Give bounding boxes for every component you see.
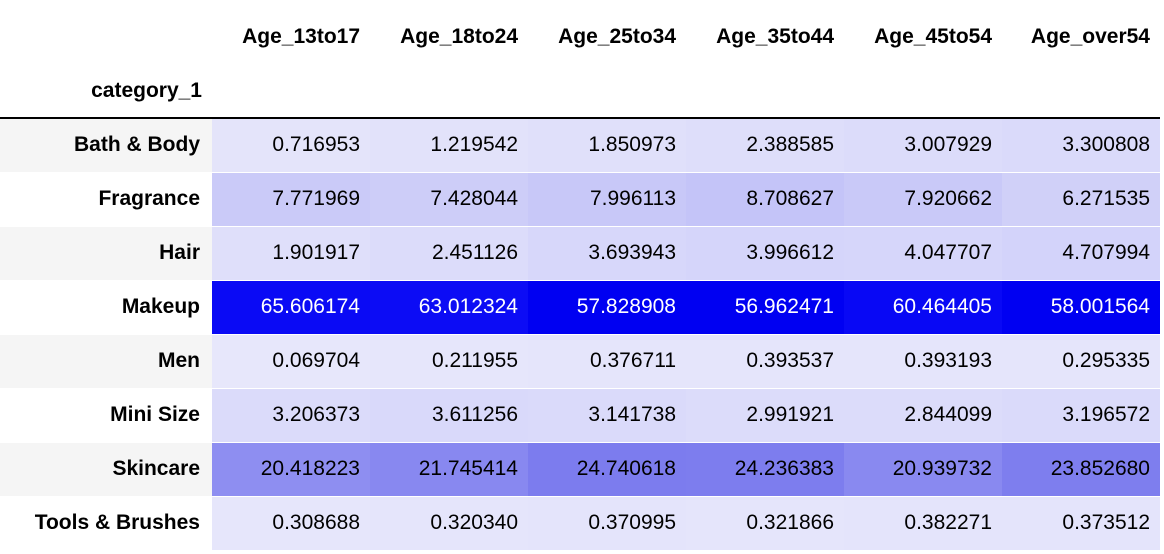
table-cell: 0.320340 [370,495,528,551]
table-cell: 1.850973 [528,117,686,173]
table-cell: 0.376711 [528,333,686,389]
row-label: Tools & Brushes [0,495,212,551]
table-cell: 3.196572 [1002,387,1160,443]
table-cell: 0.321866 [686,495,844,551]
table-cell: 24.740618 [528,441,686,497]
table-row: Tools & Brushes 0.308688 0.320340 0.3709… [0,495,1160,551]
table-cell: 3.996612 [686,225,844,281]
table-cell: 3.611256 [370,387,528,443]
table-cell: 0.393537 [686,333,844,389]
table-cell: 3.693943 [528,225,686,281]
table-cell: 1.901917 [212,225,370,281]
table-cell: 20.939732 [844,441,1002,497]
table-cell: 3.300808 [1002,117,1160,173]
table-cell: 0.382271 [844,495,1002,551]
table-cell: 58.001564 [1002,279,1160,335]
table-cell: 65.606174 [212,279,370,335]
table-row: Bath & Body 0.716953 1.219542 1.850973 2… [0,117,1160,173]
table-cell: 0.308688 [212,495,370,551]
table-cell: 3.141738 [528,387,686,443]
table-cell: 3.206373 [212,387,370,443]
table-row: Makeup 65.606174 63.012324 57.828908 56.… [0,279,1160,335]
table-cell: 57.828908 [528,279,686,335]
table-row: Fragrance 7.771969 7.428044 7.996113 8.7… [0,171,1160,227]
table-row: Skincare 20.418223 21.745414 24.740618 2… [0,441,1160,497]
index-name-row: category_1 [0,64,1160,119]
table-cell: 56.962471 [686,279,844,335]
column-header: Age_18to24 [400,25,518,48]
table-cell: 4.707994 [1002,225,1160,281]
table-row: Mini Size 3.206373 3.611256 3.141738 2.9… [0,387,1160,443]
table-cell: 60.464405 [844,279,1002,335]
corner-cell [0,10,212,64]
table-cell: 0.716953 [212,117,370,173]
table-cell: 0.295335 [1002,333,1160,389]
table-cell: 23.852680 [1002,441,1160,497]
column-header: Age_13to17 [242,25,360,48]
table-cell: 7.996113 [528,171,686,227]
table-row: Hair 1.901917 2.451126 3.693943 3.996612… [0,225,1160,281]
index-name: category_1 [0,64,212,119]
table-cell: 24.236383 [686,441,844,497]
row-label: Skincare [0,441,212,497]
table-cell: 2.451126 [370,225,528,281]
column-header: Age_35to44 [716,25,834,48]
table-row: Men 0.069704 0.211955 0.376711 0.393537 … [0,333,1160,389]
table-cell: 0.370995 [528,495,686,551]
table-cell: 4.047707 [844,225,1002,281]
table-cell: 3.007929 [844,117,1002,173]
table-cell: 0.069704 [212,333,370,389]
column-header: Age_45to54 [874,25,992,48]
table-cell: 63.012324 [370,279,528,335]
column-header-row: Age_13to17 Age_18to24 Age_25to34 Age_35t… [0,10,1160,64]
row-label: Makeup [0,279,212,335]
table-cell: 7.771969 [212,171,370,227]
table-cell: 2.991921 [686,387,844,443]
table-cell: 0.211955 [370,333,528,389]
table-cell: 7.920662 [844,171,1002,227]
table-cell: 0.373512 [1002,495,1160,551]
row-label: Fragrance [0,171,212,227]
table-cell: 2.844099 [844,387,1002,443]
dataframe-table: Age_13to17 Age_18to24 Age_25to34 Age_35t… [0,10,1160,551]
table-cell: 7.428044 [370,171,528,227]
table-cell: 21.745414 [370,441,528,497]
column-header: Age_over54 [1030,25,1150,48]
row-label: Hair [0,225,212,281]
table-cell: 6.271535 [1002,171,1160,227]
table-cell: 20.418223 [212,441,370,497]
row-label: Mini Size [0,387,212,443]
table-cell: 2.388585 [686,117,844,173]
table-cell: 8.708627 [686,171,844,227]
column-header: Age_25to34 [558,25,676,48]
row-label: Men [0,333,212,389]
row-label: Bath & Body [0,117,212,173]
table-cell: 0.393193 [844,333,1002,389]
table-cell: 1.219542 [370,117,528,173]
